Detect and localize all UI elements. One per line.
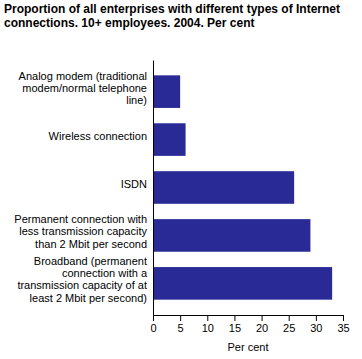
- x-tick-label: 5: [178, 322, 184, 334]
- x-tick-label: 30: [310, 322, 322, 334]
- x-tick-mark: [262, 315, 263, 321]
- x-tick: 25: [283, 315, 295, 334]
- bar: [153, 219, 310, 252]
- x-tick: 30: [310, 315, 322, 334]
- x-tick-mark: [180, 315, 181, 321]
- bar: [153, 171, 294, 204]
- y-tick: Broadband (permanentconnection with atra…: [17, 255, 153, 303]
- y-tick-label: Permanent connection withless transmissi…: [14, 213, 147, 249]
- y-tick: ISDN: [121, 178, 153, 190]
- x-tick-label: 15: [229, 322, 241, 334]
- bar: [153, 123, 186, 156]
- x-tick-mark: [153, 315, 154, 321]
- y-tick: Wireless connection: [49, 130, 153, 142]
- x-tick-label: 35: [337, 322, 349, 334]
- x-tick-mark: [289, 315, 290, 321]
- bar: [153, 267, 332, 300]
- x-tick-mark: [316, 315, 317, 321]
- y-tick-label: Wireless connection: [49, 130, 147, 142]
- plot: 0 5 10 15 20 25 30 35 Analog modem (traditionalm…: [14, 61, 349, 334]
- y-axis-line: [153, 61, 154, 316]
- chart: Proportion of all enterprises with diffe…: [0, 0, 362, 359]
- y-tick-label: ISDN: [121, 178, 147, 190]
- y-tick-label: Analog modem (traditionalmodem/normal te…: [19, 70, 147, 106]
- x-tick-mark: [207, 315, 208, 321]
- bar: [153, 75, 180, 108]
- x-tick-label: 20: [256, 322, 268, 334]
- x-tick: 5: [178, 315, 184, 334]
- x-tick: 15: [229, 315, 241, 334]
- x-tick: 0: [150, 315, 156, 334]
- title: Proportion of all enterprises with diffe…: [4, 2, 340, 30]
- x-tick-label: 10: [202, 322, 214, 334]
- x-tick-mark: [343, 315, 344, 321]
- y-axis: Analog modem (traditionalmodem/normal te…: [14, 61, 153, 316]
- y-tick: Analog modem (traditionalmodem/normal te…: [19, 70, 153, 106]
- x-axis-title: Per cent: [228, 341, 269, 353]
- x-tick-label: 25: [283, 322, 295, 334]
- x-tick-mark: [234, 315, 235, 321]
- y-tick: Permanent connection withless transmissi…: [14, 213, 153, 249]
- x-axis-line: [154, 315, 344, 316]
- y-tick-label: Broadband (permanentconnection with atra…: [17, 255, 148, 303]
- x-tick: 35: [337, 315, 349, 334]
- x-tick: 10: [202, 315, 214, 334]
- bars: [153, 75, 332, 299]
- x-axis: 0 5 10 15 20 25 30 35: [150, 315, 349, 334]
- x-tick: 20: [256, 315, 268, 334]
- x-tick-label: 0: [150, 322, 156, 334]
